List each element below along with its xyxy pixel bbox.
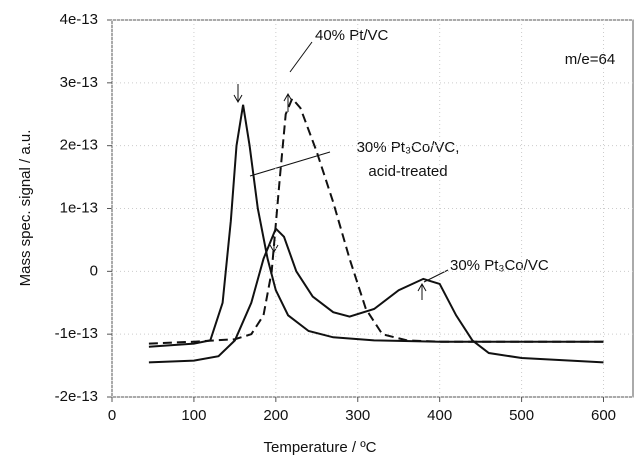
- x-tick-label: 500: [509, 407, 534, 424]
- annotation: m/e=64: [565, 51, 615, 68]
- x-tick-label: 300: [345, 407, 370, 424]
- leader-line: [289, 41, 313, 73]
- peak-arrow: [233, 84, 243, 104]
- y-tick-label: 4e-13: [60, 11, 98, 28]
- x-axis-title: Temperature / ºC: [263, 439, 376, 456]
- y-tick-label: 0: [90, 262, 98, 279]
- x-tick-label: 200: [263, 407, 288, 424]
- y-tick-label: -1e-13: [55, 325, 98, 342]
- annotation: acid-treated: [368, 163, 447, 180]
- y-tick-label: -2e-13: [55, 388, 98, 405]
- x-tick-label: 600: [591, 407, 616, 424]
- peak-arrow: [283, 92, 293, 112]
- x-tick-label: 0: [108, 407, 116, 424]
- y-tick-label: 2e-13: [60, 137, 98, 154]
- leader-line: [249, 151, 331, 177]
- annotation: 40% Pt/VC: [315, 27, 389, 44]
- series-line: [148, 104, 604, 348]
- annotation: 30% Pt₃Co/VC: [450, 257, 549, 274]
- y-axis-title: Mass spec. signal / a.u.: [17, 130, 34, 287]
- annotation: 30% Pt₃Co/VC,: [357, 139, 460, 156]
- peak-arrow: [417, 282, 427, 300]
- series-line: [148, 226, 604, 364]
- x-tick-label: 100: [181, 407, 206, 424]
- y-tick-label: 3e-13: [60, 74, 98, 91]
- x-tick-label: 400: [427, 407, 452, 424]
- y-tick-label: 1e-13: [60, 199, 98, 216]
